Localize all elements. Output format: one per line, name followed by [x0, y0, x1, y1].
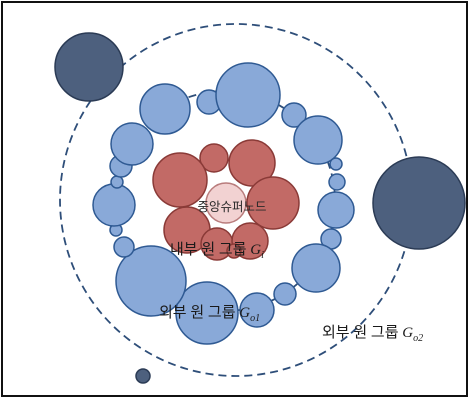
outer-group-go2	[54, 32, 466, 384]
middle-node	[293, 115, 343, 165]
middle-node	[328, 173, 346, 191]
middle-node	[110, 122, 154, 166]
outer-group-go1	[92, 62, 355, 345]
outer-group-go1-label-subscript: o1	[250, 313, 260, 324]
central-super-node-label: 중앙슈퍼노드	[197, 200, 266, 214]
inner-node	[228, 139, 276, 187]
middle-node	[110, 175, 124, 189]
inner-node	[226, 243, 242, 259]
inner-node	[152, 152, 208, 208]
outer-group-go1-label: 외부 원 그룹 Go1	[159, 304, 260, 324]
middle-node	[175, 281, 239, 345]
inner-group-label: 내부 원 그룹 Gi	[170, 241, 264, 261]
outer-group-go2-label: 외부 원 그룹 Go2	[322, 324, 423, 344]
middle-node	[281, 102, 307, 128]
outer-group-go2-label-symbol: G	[402, 325, 413, 341]
outer-group-go1-label-symbol: G	[239, 305, 250, 321]
outer-group-go2-label-prefix: 외부 원 그룹	[322, 324, 402, 341]
middle-node	[291, 243, 341, 293]
inner-group-label-prefix: 내부 원 그룹	[170, 241, 250, 258]
central-super-node	[205, 182, 247, 224]
inner-node	[246, 176, 300, 230]
middle-node	[329, 157, 343, 171]
outer-group-go1-label-prefix: 외부 원 그룹	[159, 304, 239, 321]
middle-node	[139, 83, 191, 135]
inner-node	[199, 143, 229, 173]
middle-node	[115, 245, 187, 317]
inner-group-label-subscript: i	[261, 250, 264, 261]
outer-node	[372, 156, 466, 250]
inner-group-label-symbol: G	[250, 242, 261, 258]
middle-node	[215, 62, 281, 128]
middle-node	[273, 282, 297, 306]
inner-group-gi	[152, 139, 300, 261]
outer-group-go2-label-subscript: o2	[413, 333, 423, 344]
middle-node	[92, 183, 136, 227]
outer-node	[135, 368, 151, 384]
outer-node	[54, 32, 124, 102]
middle-node	[317, 191, 355, 229]
middle-node	[113, 236, 135, 258]
middle-node	[239, 292, 275, 328]
